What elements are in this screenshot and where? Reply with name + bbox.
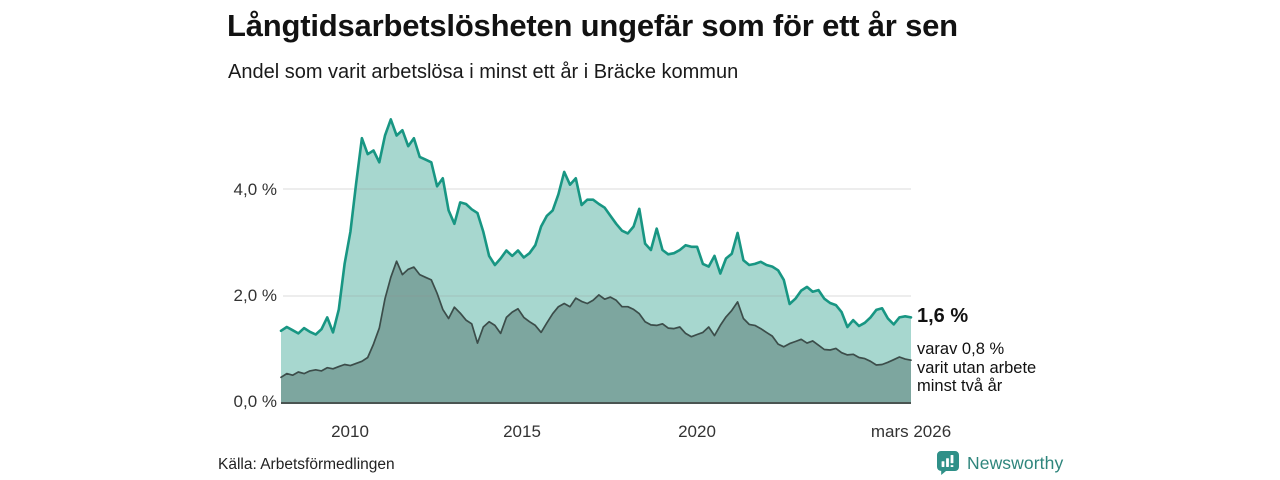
area-fill-1	[281, 261, 911, 403]
x-axis-tick-mars-2026: mars 2026	[870, 422, 952, 441]
newsworthy-bubble-icon	[937, 451, 959, 475]
newsworthy-wordmark: Newsworthy	[967, 452, 1064, 473]
end-sublabel-line-2: varit utan arbete	[917, 358, 1037, 377]
end-value-sublabel: varav 0,8 % varit utan arbete minst två …	[917, 340, 1036, 396]
y-axis-tick-4: 4,0 %	[233, 180, 277, 199]
source-caption: Källa: Arbetsförmedlingen	[218, 456, 395, 473]
newsworthy-logo: Newsworthy	[936, 450, 1063, 476]
x-axis-tick-2020: 2020	[678, 422, 716, 441]
chart-subtitle: Andel som varit arbetslösa i minst ett å…	[228, 61, 739, 83]
end-sublabel-line-1: varav 0,8 %	[917, 340, 1005, 358]
x-axis-tick-2010: 2010	[331, 422, 369, 441]
chart-title: Långtidsarbetslösheten ungefär som för e…	[227, 8, 958, 43]
y-axis-tick-2: 2,0 %	[233, 286, 277, 305]
series-line	[280, 260, 912, 379]
end-sublabel-line-3: minst två år	[917, 377, 1003, 395]
series-line	[279, 118, 913, 336]
y-axis-tick-0: 0,0 %	[233, 392, 277, 411]
end-value-label: 1,6 %	[917, 305, 969, 327]
x-axis-tick-2015: 2015	[503, 422, 541, 441]
